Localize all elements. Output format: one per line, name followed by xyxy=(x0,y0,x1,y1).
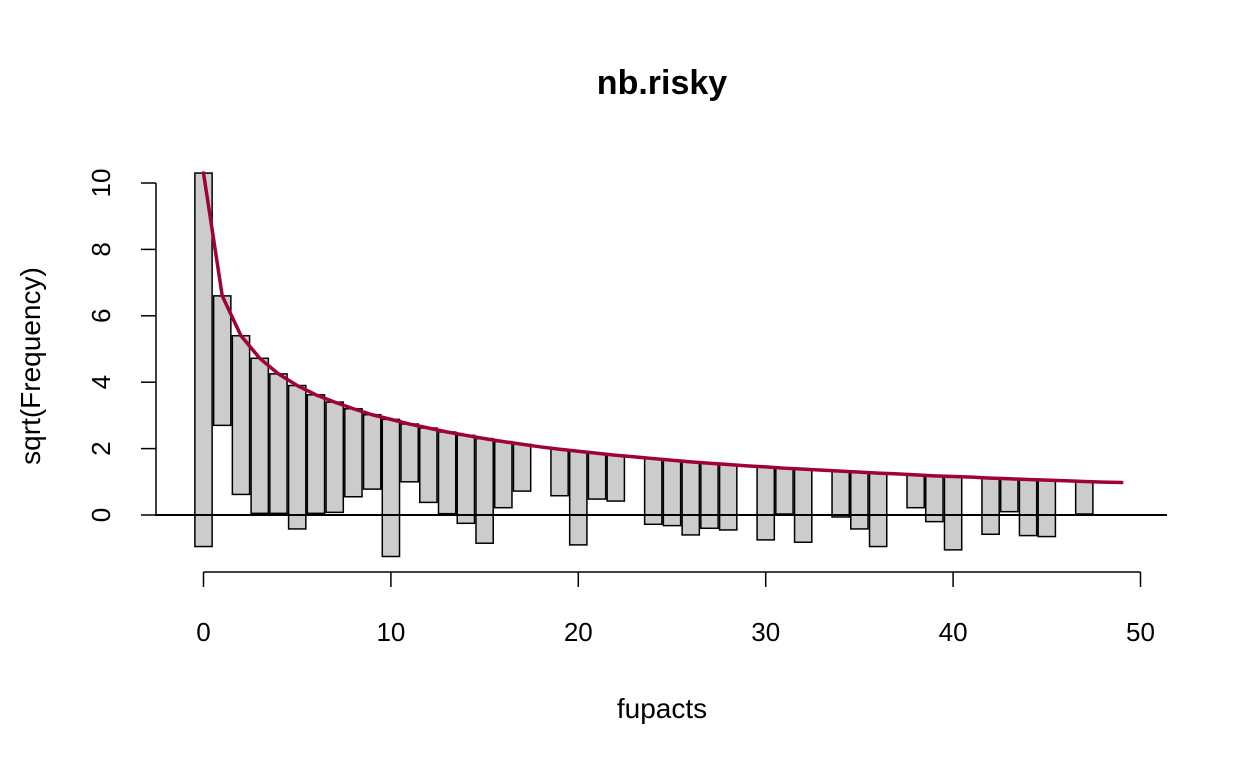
y-tick-label-4: 4 xyxy=(86,375,116,389)
bar-35 xyxy=(850,471,869,530)
y-tick-label-8: 8 xyxy=(86,242,116,256)
expected-frequency-curve xyxy=(201,171,1124,485)
x-axis-label: fupacts xyxy=(617,693,707,724)
bar-1 xyxy=(212,295,232,427)
y-tick-label-2: 2 xyxy=(86,441,116,455)
bar-31 xyxy=(775,467,794,515)
chart-title: nb.risky xyxy=(597,64,727,102)
bar-26 xyxy=(681,461,701,536)
x-tick-label-30: 30 xyxy=(751,617,780,647)
x-tick-label-50: 50 xyxy=(1126,617,1155,647)
bar-38 xyxy=(906,474,925,509)
bar-8 xyxy=(344,408,363,498)
bar-30 xyxy=(756,466,776,541)
bar-7 xyxy=(325,401,345,514)
bar-15 xyxy=(475,437,494,544)
bar-3 xyxy=(250,357,270,515)
bar-43 xyxy=(999,478,1019,513)
x-tick-label-20: 20 xyxy=(564,617,593,647)
bar-42 xyxy=(981,477,1000,536)
bar-20 xyxy=(568,450,588,546)
bar-28 xyxy=(718,463,738,531)
y-axis: 0 2 4 6 8 10 xyxy=(86,169,157,522)
bar-32 xyxy=(793,468,813,543)
bar-21 xyxy=(587,452,607,500)
bars-layer xyxy=(194,172,1094,558)
x-tick-label-40: 40 xyxy=(939,617,968,647)
bar-47 xyxy=(1074,480,1094,515)
bar-22 xyxy=(606,454,626,502)
bar-14 xyxy=(456,434,476,525)
bar-27 xyxy=(700,462,719,530)
bar-16 xyxy=(493,440,513,509)
y-tick-label-10: 10 xyxy=(86,169,116,198)
bar-36 xyxy=(868,472,888,548)
x-tick-label-10: 10 xyxy=(376,617,405,647)
y-tick-label-0: 0 xyxy=(86,508,116,522)
bar-34 xyxy=(831,470,851,518)
y-tick-label-6: 6 xyxy=(86,309,116,323)
bar-5 xyxy=(287,384,307,530)
bar-6 xyxy=(306,394,326,515)
y-axis-label: sqrt(Frequency) xyxy=(15,267,46,465)
bar-19 xyxy=(550,448,569,497)
x-axis: 0 10 20 30 40 50 xyxy=(196,571,1155,647)
bar-2 xyxy=(231,334,251,496)
bar-12 xyxy=(419,427,438,504)
bar-45 xyxy=(1037,479,1057,538)
bar-44 xyxy=(1018,478,1038,537)
x-tick-label-0: 0 xyxy=(196,617,210,647)
bar-0 xyxy=(194,172,213,548)
bar-4 xyxy=(269,373,288,515)
bar-9 xyxy=(362,413,382,490)
bar-40 xyxy=(943,475,963,551)
bar-11 xyxy=(400,423,420,483)
bar-13 xyxy=(437,431,457,515)
bar-17 xyxy=(512,443,532,492)
bar-10 xyxy=(381,418,401,558)
